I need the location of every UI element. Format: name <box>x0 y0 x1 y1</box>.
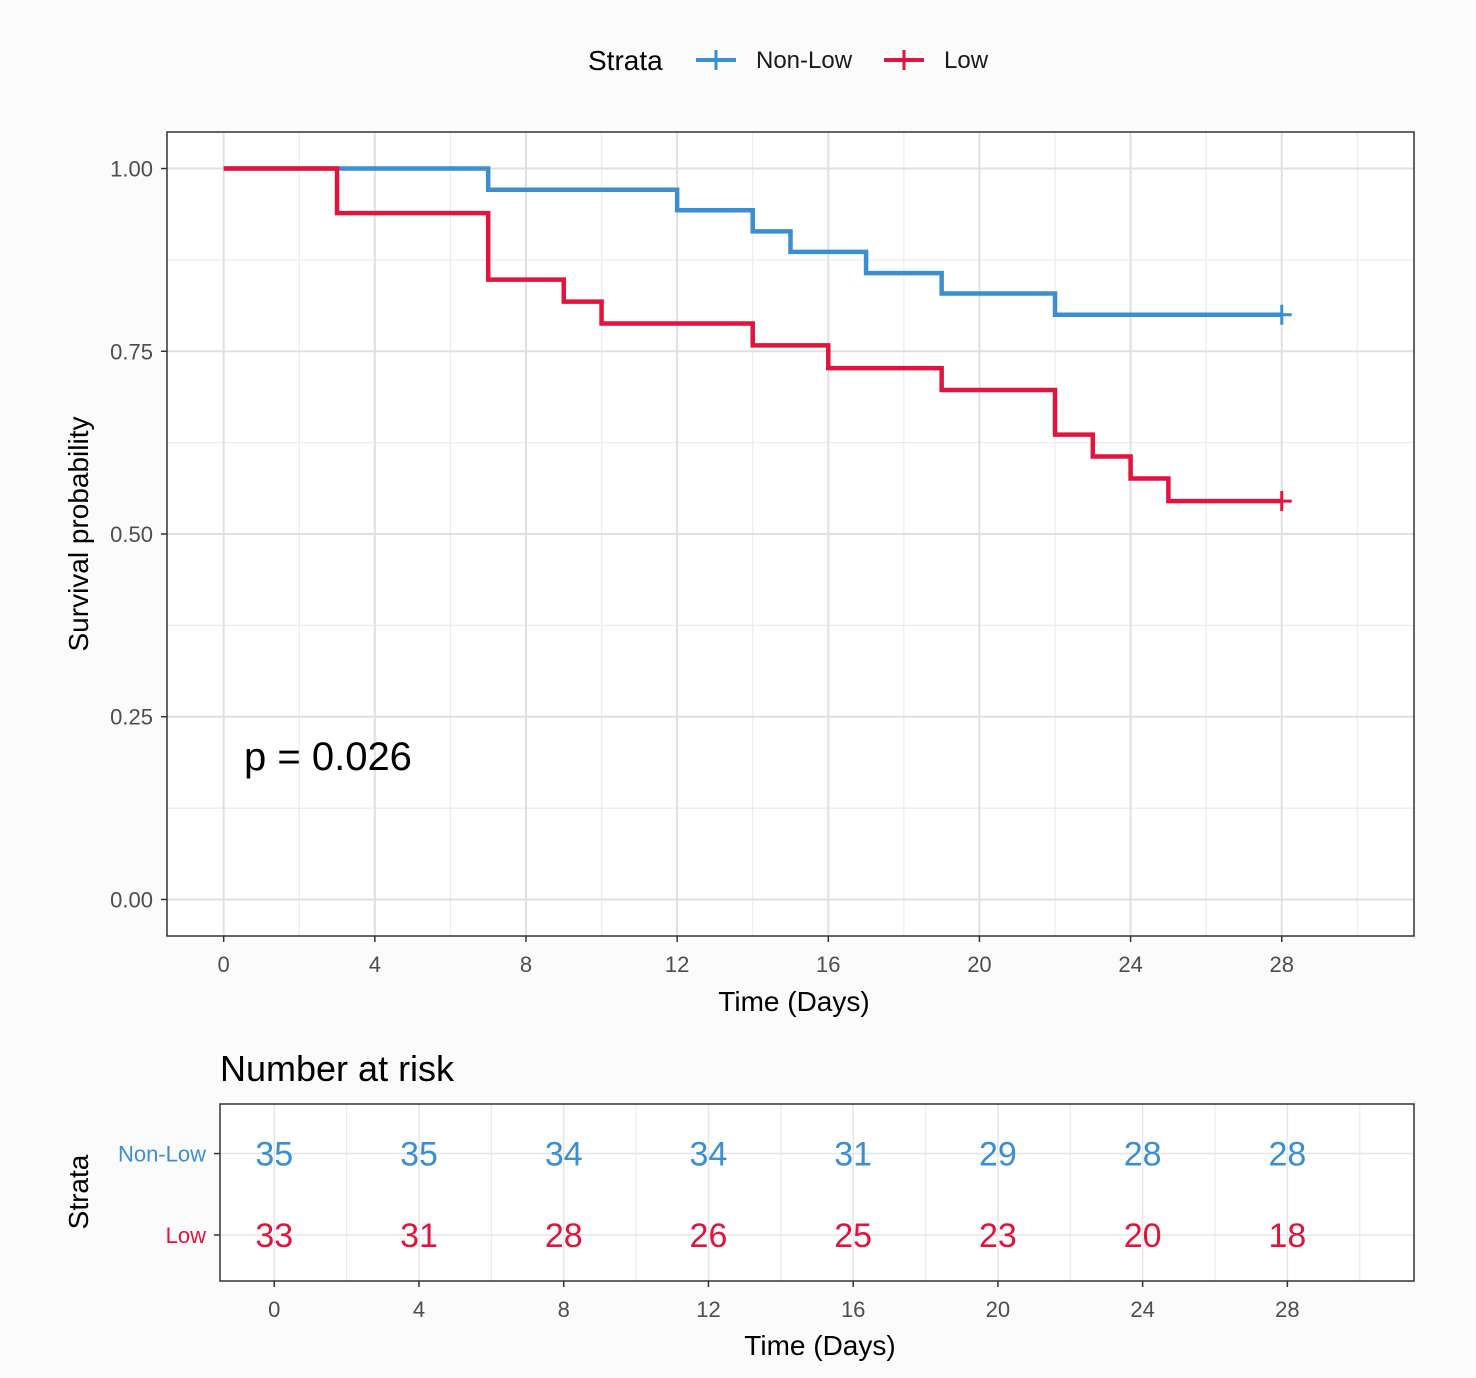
risk-x-tick-label: 8 <box>558 1297 570 1322</box>
legend-label-non-low: Non-Low <box>756 47 853 74</box>
risk-x-tick-label: 12 <box>696 1297 720 1322</box>
risk-cell-non-low: 29 <box>979 1136 1017 1174</box>
risk-cell-non-low: 28 <box>1124 1136 1162 1174</box>
risk-table-gridlines <box>220 1104 1414 1281</box>
risk-table-title: Number at risk <box>220 1048 455 1089</box>
y-tick-label: 0.25 <box>110 705 153 730</box>
risk-x-tick-label: 20 <box>986 1297 1010 1322</box>
risk-x-tick-label: 24 <box>1130 1297 1154 1322</box>
survival-curve-low <box>223 166 1282 504</box>
risk-cell-non-low: 34 <box>545 1136 583 1174</box>
risk-x-tick-label: 4 <box>413 1297 425 1322</box>
risk-table-x-title: Time (Days) <box>744 1330 895 1361</box>
survival-curve-non-low <box>223 166 1282 317</box>
risk-strata-label-non-low: Non-Low <box>118 1142 206 1167</box>
y-tick-label: 0.75 <box>110 339 153 364</box>
risk-table-cells: 35 35 34 34 31 29 28 28 33 31 28 26 25 23 20 18 <box>255 1136 1306 1255</box>
risk-cell-low: 33 <box>255 1217 293 1255</box>
risk-cell-non-low: 35 <box>400 1136 438 1174</box>
x-tick-label: 16 <box>816 952 840 977</box>
x-axis: 0 4 8 12 16 20 24 28 <box>218 936 1294 977</box>
risk-table-y-title: Strata <box>63 1154 94 1229</box>
x-tick-label: 0 <box>218 952 230 977</box>
risk-table-border <box>219 1103 1415 1282</box>
y-tick-label: 0.00 <box>110 887 153 912</box>
legend-label-low: Low <box>944 47 989 74</box>
risk-cell-non-low: 31 <box>834 1136 872 1174</box>
legend: Strata Non-Low Low <box>588 45 989 76</box>
survival-curves <box>223 166 1292 512</box>
risk-cell-non-low: 28 <box>1268 1136 1306 1174</box>
risk-x-tick-label: 16 <box>841 1297 865 1322</box>
risk-cell-low: 26 <box>690 1217 728 1255</box>
x-tick-label: 4 <box>369 952 381 977</box>
risk-cell-low: 20 <box>1124 1217 1162 1255</box>
x-tick-label: 20 <box>967 952 991 977</box>
y-tick-label: 0.50 <box>110 522 153 547</box>
legend-title: Strata <box>588 45 663 76</box>
x-tick-label: 24 <box>1118 952 1142 977</box>
risk-cell-low: 28 <box>545 1217 583 1255</box>
risk-cell-low: 25 <box>834 1217 872 1255</box>
x-tick-label: 28 <box>1270 952 1294 977</box>
risk-cell-non-low: 35 <box>255 1136 293 1174</box>
risk-cell-non-low: 34 <box>690 1136 728 1174</box>
p-value-annotation: p = 0.026 <box>244 735 412 779</box>
risk-cell-low: 31 <box>400 1217 438 1255</box>
y-axis-title: Survival probability <box>63 417 94 652</box>
risk-cell-low: 23 <box>979 1217 1017 1255</box>
risk-x-tick-label: 28 <box>1275 1297 1299 1322</box>
x-tick-label: 8 <box>520 952 532 977</box>
risk-cell-low: 18 <box>1268 1217 1306 1255</box>
y-axis: 0.00 0.25 0.50 0.75 1.00 <box>110 157 167 912</box>
survival-plot-panel: 0.00 0.25 0.50 0.75 1.00 0 4 8 12 16 20 24 28 p = 0… <box>63 131 1415 1017</box>
risk-table-x-axis: 0 4 8 12 16 20 24 28 <box>268 1281 1300 1322</box>
risk-table-strata-labels: Non-Low Low <box>118 1142 220 1248</box>
plot-gridlines <box>167 132 1414 936</box>
risk-strata-label-low: Low <box>166 1223 206 1248</box>
risk-x-tick-label: 0 <box>268 1297 280 1322</box>
x-axis-title: Time (Days) <box>718 986 869 1017</box>
y-tick-label: 1.00 <box>110 157 153 182</box>
risk-table-panel: Number at risk 35 35 34 34 31 29 28 28 33 31 28 26 2… <box>63 1048 1415 1361</box>
x-tick-label: 12 <box>665 952 689 977</box>
